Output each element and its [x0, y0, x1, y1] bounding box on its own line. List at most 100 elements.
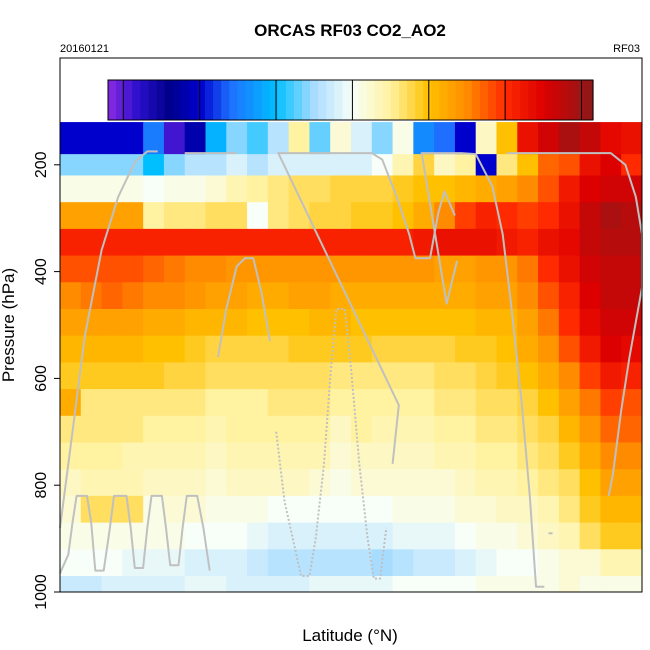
heatmap-cell: [558, 255, 581, 283]
colorbar-swatch: [399, 80, 408, 120]
colorbar-swatch: [366, 80, 376, 120]
heatmap-cell: [517, 202, 539, 230]
heatmap-cell: [163, 415, 186, 443]
heatmap-cell: [122, 282, 144, 310]
heatmap-cell: [288, 154, 310, 176]
heatmap-cell: [454, 362, 477, 390]
heatmap-cell: [371, 175, 394, 203]
heatmap-cell: [143, 282, 165, 310]
heatmap-cell: [60, 255, 82, 283]
heatmap-cell: [579, 228, 601, 257]
heatmap-cell: [247, 175, 269, 203]
heatmap-cell: [517, 228, 539, 257]
heatmap-cell: [267, 335, 290, 363]
heatmap-cell: [288, 335, 310, 363]
heatmap-cell: [205, 522, 227, 550]
heatmap-cell: [579, 415, 601, 443]
heatmap-cell: [309, 122, 331, 155]
heatmap-cell: [122, 549, 144, 577]
colorbar-swatch: [423, 80, 432, 120]
heatmap-cell: [226, 442, 248, 470]
heatmap-cell: [163, 154, 186, 176]
heatmap-cell: [247, 154, 269, 176]
heatmap-cell: [122, 495, 144, 524]
heatmap-cell: [517, 442, 539, 470]
colorbar-swatch: [245, 80, 255, 120]
heatmap-cell: [247, 362, 269, 390]
heatmap-cell: [122, 362, 144, 390]
heatmap-cell: [288, 549, 310, 577]
heatmap-cell: [454, 154, 477, 176]
heatmap-cell: [351, 389, 373, 417]
heatmap-cell: [496, 122, 518, 155]
heatmap-cell: [330, 389, 352, 417]
heatmap-cell: [371, 469, 394, 497]
heatmap-cell: [163, 308, 186, 337]
heatmap-cell: [579, 442, 601, 470]
colorbar-swatch: [487, 80, 497, 120]
heatmap-cell: [392, 228, 414, 257]
heatmap-cell: [600, 362, 622, 390]
heatmap-cell: [454, 442, 477, 470]
heatmap-cell: [558, 415, 581, 443]
heatmap-cell: [538, 175, 560, 203]
heatmap-cell: [143, 442, 165, 470]
heatmap-cell: [184, 495, 206, 524]
heatmap-cell: [351, 362, 373, 390]
heatmap-cell: [621, 495, 643, 524]
flight-track-line: [277, 152, 456, 464]
heatmap-cell: [475, 522, 497, 550]
colorbar-swatch: [148, 80, 158, 120]
heatmap-cell: [475, 175, 497, 203]
heatmap-cell: [288, 282, 310, 310]
colorbar: [107, 79, 594, 121]
heatmap-cell: [80, 362, 103, 390]
heatmap-cell: [558, 122, 581, 155]
colorbar-swatch: [415, 80, 424, 120]
colorbar-swatch: [463, 80, 473, 120]
heatmap-cell: [600, 415, 622, 443]
heatmap-cell: [226, 415, 248, 443]
heatmap-cell: [454, 255, 477, 283]
heatmap-cell: [621, 469, 643, 497]
heatmap-cell: [600, 575, 622, 593]
heatmap-cell: [496, 522, 518, 550]
heatmap-cell: [475, 549, 497, 577]
heatmap-cell: [143, 154, 165, 176]
heatmap-cell: [621, 522, 643, 550]
colorbar-swatch: [205, 80, 214, 120]
colorbar-swatch: [237, 80, 247, 120]
colorbar-swatch: [358, 80, 368, 120]
heatmap-cell: [80, 202, 103, 230]
colorbar-swatch: [229, 80, 238, 120]
heatmap-cell: [205, 282, 227, 310]
heatmap-cell: [496, 228, 518, 257]
colorbar-swatch: [140, 80, 150, 120]
heatmap-cell: [309, 389, 331, 417]
heatmap-cell: [538, 362, 560, 390]
heatmap-cell: [247, 335, 269, 363]
heatmap-cell: [247, 575, 269, 593]
heatmap-cell: [143, 389, 165, 417]
heatmap-cell: [226, 122, 248, 155]
y-axis-label: Pressure (hPa): [0, 268, 18, 382]
heatmap-cell: [600, 122, 622, 155]
heatmap-cell: [309, 495, 331, 524]
colorbar-swatch: [124, 80, 133, 120]
heatmap-cell: [101, 442, 123, 470]
heatmap-cell: [600, 154, 622, 176]
heatmap-cell: [330, 202, 352, 230]
heatmap-cell: [434, 154, 456, 176]
y-tick-label: 400: [33, 258, 50, 285]
heatmap-cell: [538, 308, 560, 337]
heatmap-cell: [163, 202, 186, 230]
heatmap-cell: [267, 415, 290, 443]
heatmap-cell: [558, 495, 581, 524]
heatmap-cell: [226, 308, 248, 337]
heatmap-cell: [600, 442, 622, 470]
heatmap-cell: [60, 228, 82, 257]
heatmap-cell: [454, 575, 477, 593]
heatmap-cell: [163, 469, 186, 497]
heatmap-cell: [330, 495, 352, 524]
heatmap-cell: [205, 389, 227, 417]
